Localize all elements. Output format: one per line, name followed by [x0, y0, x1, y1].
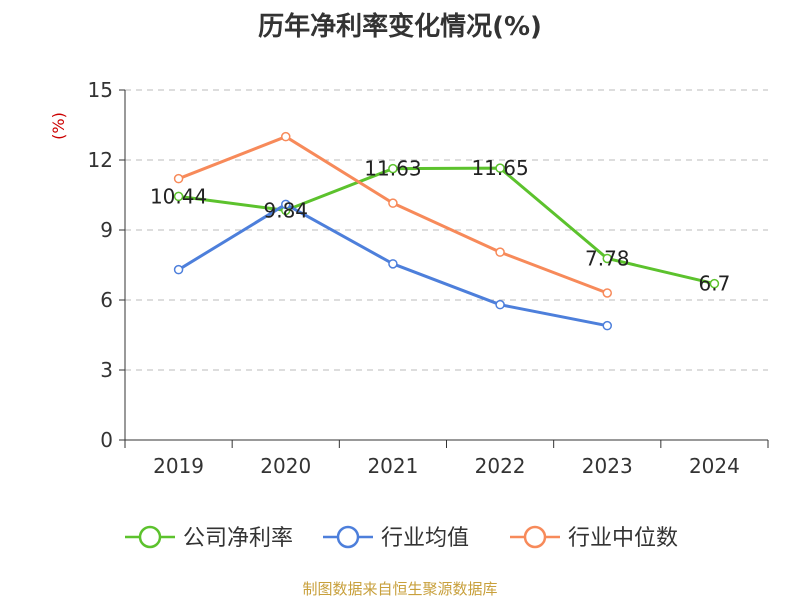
- axes: 0 3 6 9 12 15 2019 2020 2021 2022 2023 2024: [88, 78, 769, 478]
- data-point: [281, 131, 291, 142]
- data-point: [173, 264, 184, 275]
- data-point: [602, 288, 612, 298]
- data-point: [388, 198, 398, 208]
- data-point: [602, 320, 612, 331]
- x-tick-label: 2019: [153, 454, 204, 478]
- y-axis-label: (%): [49, 112, 68, 140]
- data-label: 6.7: [699, 272, 731, 296]
- data-label: 9.84: [263, 198, 308, 222]
- data-point: [281, 199, 291, 210]
- data-point: [602, 253, 612, 264]
- legend-marker: [523, 525, 547, 549]
- y-tick-label: 12: [88, 148, 113, 172]
- data-point: [495, 247, 505, 257]
- data-labels: 10.44 9.84 11.63 11.65 7.78 6.7: [150, 156, 730, 295]
- data-label: 11.63: [364, 157, 421, 181]
- data-point: [173, 173, 184, 184]
- legend-label: 行业中位数: [568, 526, 678, 551]
- data-label: 11.65: [471, 156, 528, 180]
- legend-label: 行业均值: [381, 526, 469, 551]
- series-line: [178, 166, 715, 286]
- data-point: [709, 278, 720, 289]
- x-tick-label: 2023: [582, 454, 633, 478]
- x-tick-label: 2021: [367, 454, 418, 478]
- source-note: 制图数据来自恒生聚源数据库: [302, 580, 498, 598]
- chart-title: 历年净利率变化情况(%): [258, 12, 542, 42]
- y-tick-label: 15: [88, 78, 113, 102]
- data-point: [388, 163, 398, 174]
- grid-lines: [125, 89, 768, 371]
- x-tick-label: 2020: [260, 454, 311, 478]
- data-point: [495, 163, 505, 173]
- series-lines: [173, 131, 720, 331]
- data-label: 7.78: [585, 246, 630, 270]
- y-tick-label: 0: [100, 428, 113, 452]
- x-tick-label: 2022: [475, 454, 526, 478]
- y-tick-label: 6: [100, 288, 113, 312]
- data-label: 10.44: [150, 184, 207, 208]
- data-point: [173, 191, 184, 202]
- y-tick-label: 9: [100, 218, 113, 242]
- data-point: [388, 259, 398, 269]
- x-tick-label: 2024: [689, 454, 740, 478]
- data-point: [495, 299, 505, 310]
- legend-marker: [336, 525, 360, 549]
- legend-label: 公司净利率: [183, 526, 293, 551]
- legend: 公司净利率 行业均值 行业中位数: [125, 525, 678, 551]
- legend-marker: [138, 525, 162, 549]
- y-tick-label: 3: [100, 358, 113, 382]
